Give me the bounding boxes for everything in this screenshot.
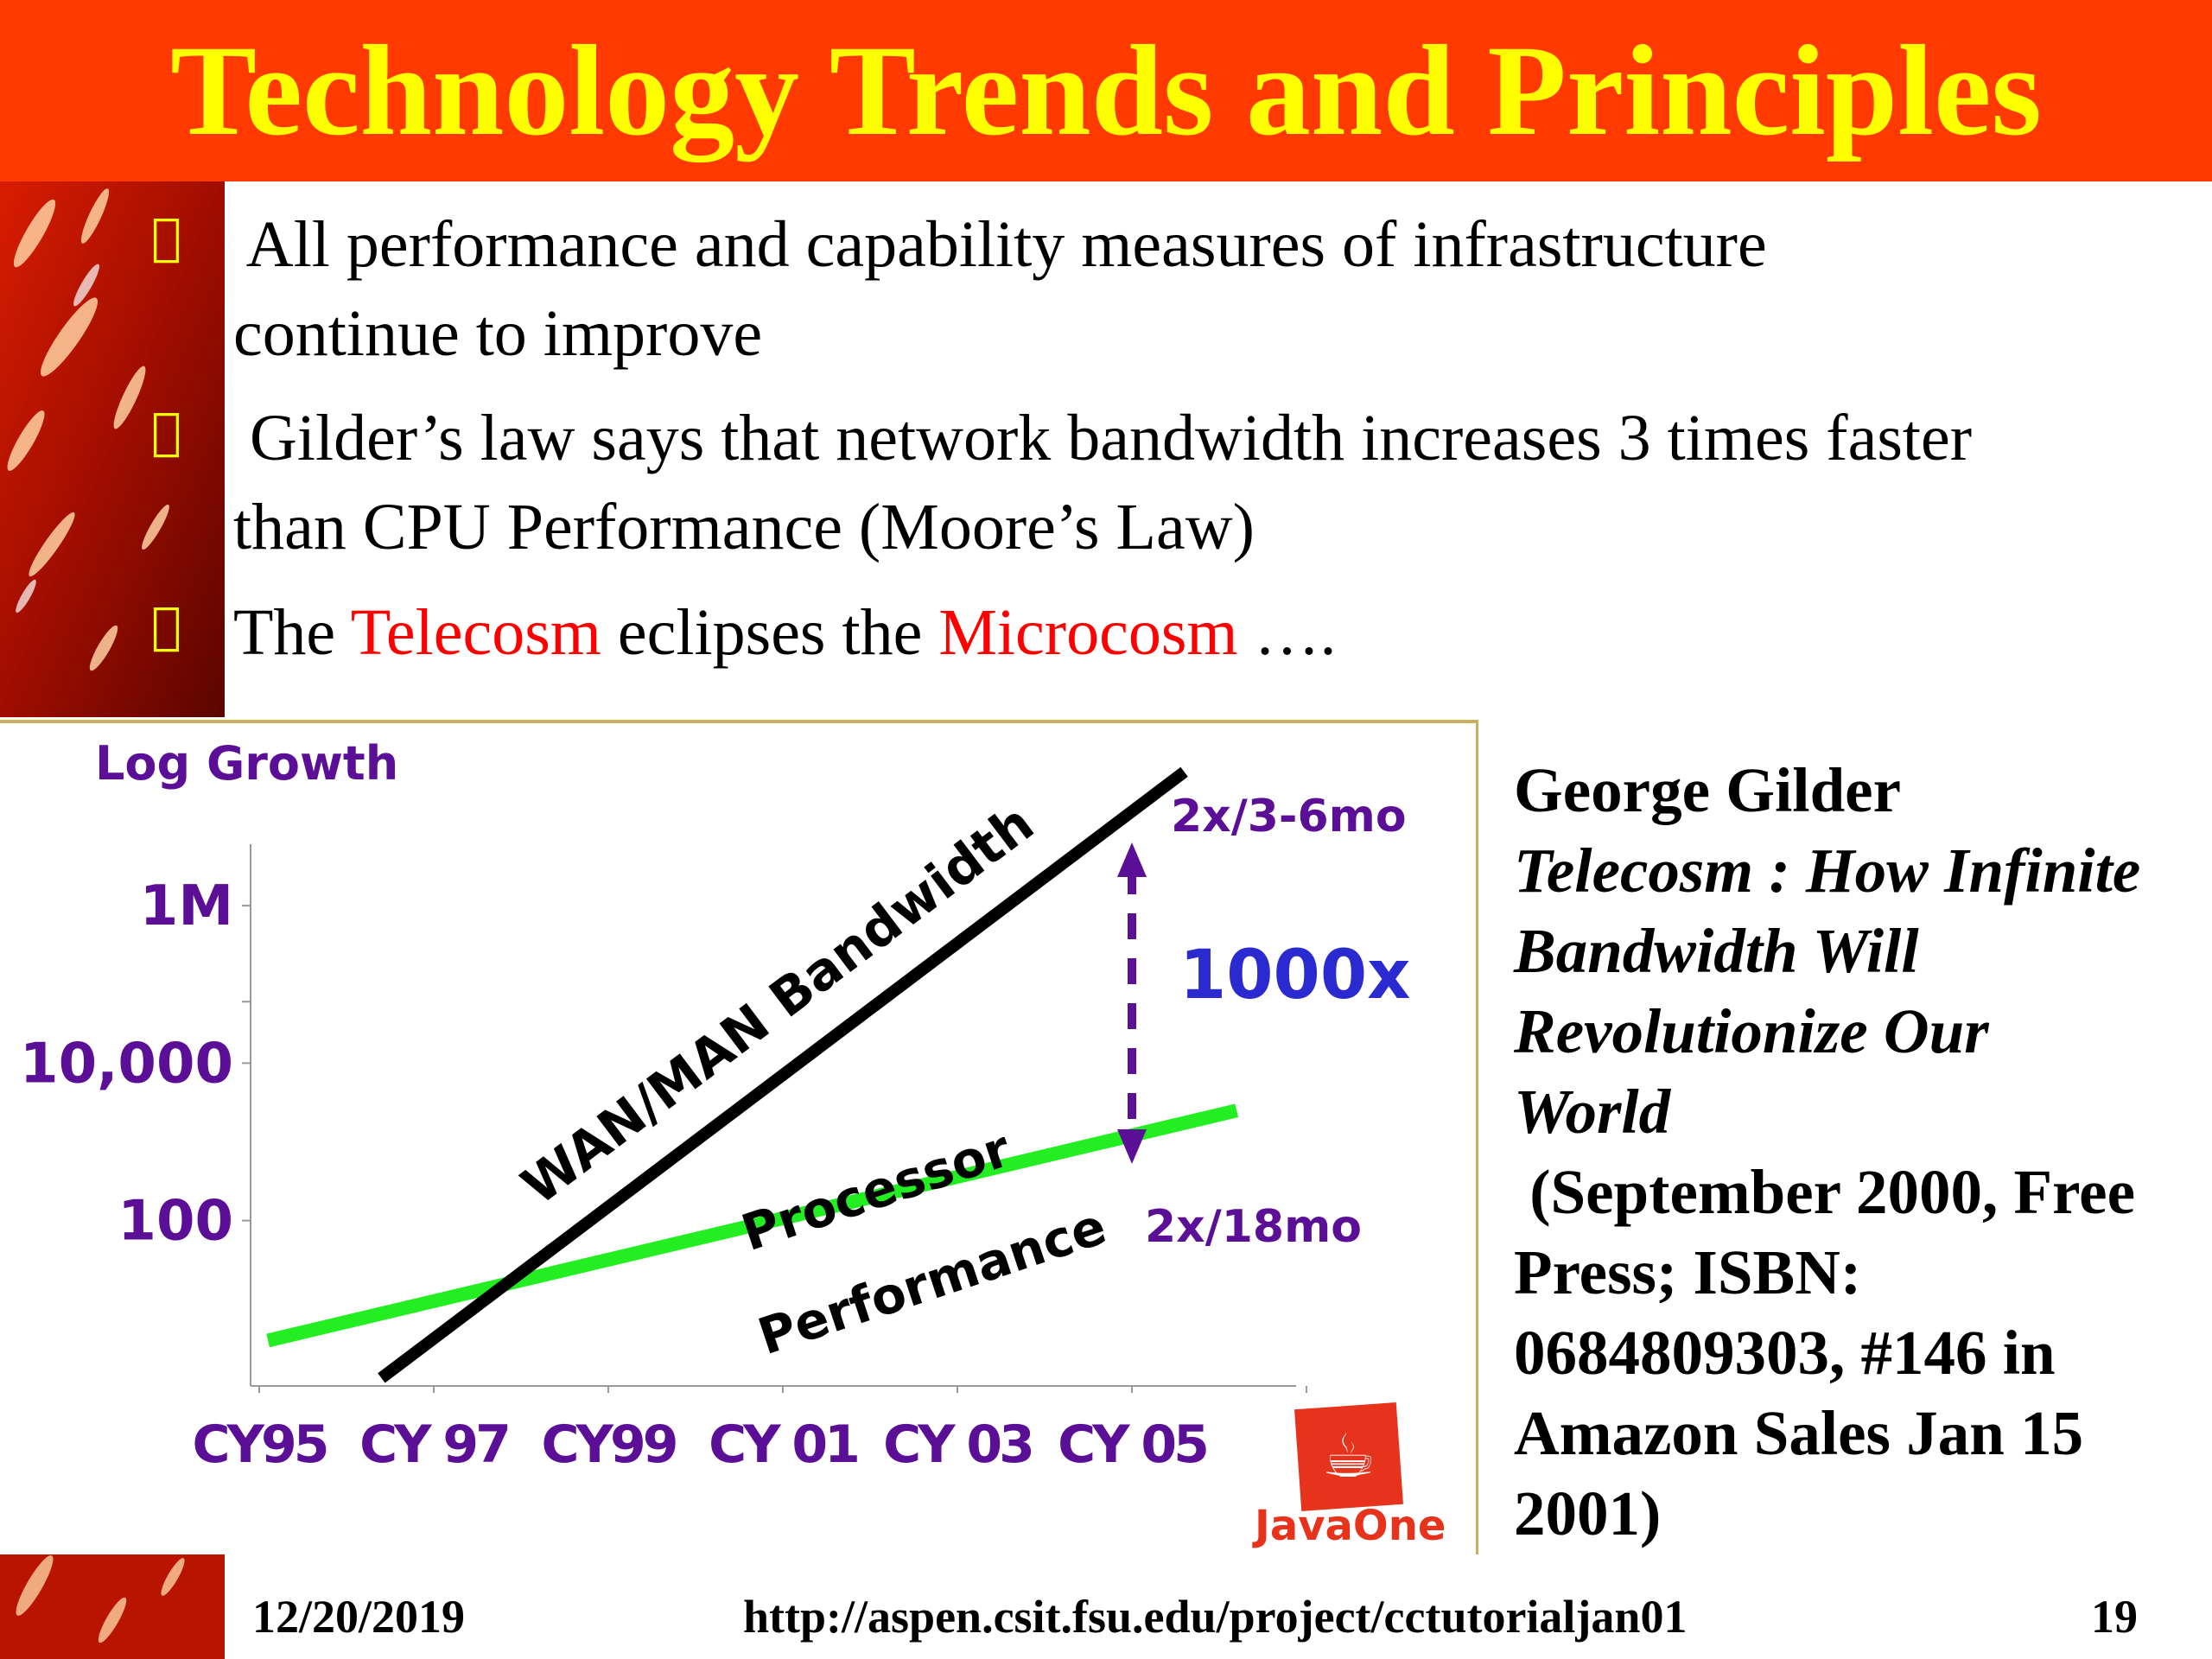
bullet-text: The Telecosm eclipses the Microcosm …. bbox=[233, 588, 2195, 677]
book-detail-line: 2001) bbox=[1514, 1478, 1662, 1548]
y-tick-label: 100 bbox=[118, 1190, 233, 1254]
gap-1000x-label: 1000x bbox=[1179, 937, 1410, 1014]
book-title-line: World bbox=[1514, 1077, 1671, 1147]
x-tick-label: CY95 bbox=[193, 1414, 327, 1475]
decorative-texture-top bbox=[0, 181, 225, 717]
book-detail-line: (September 2000, Free bbox=[1514, 1157, 2135, 1227]
bandwidth-rate-label: 2x/3-6mo bbox=[1171, 791, 1407, 842]
y-axis-label: Log Growth bbox=[95, 736, 398, 791]
bullet-line: than CPU Performance (Moore’s Law) bbox=[233, 491, 1255, 563]
bullet-marker:  bbox=[151, 596, 181, 655]
bullet-line: Gilder’s law says that network bandwidth… bbox=[233, 402, 1973, 474]
book-title-line: Bandwidth Will bbox=[1514, 916, 1919, 986]
microcosm-highlight: Microcosm bbox=[938, 596, 1238, 669]
y-tick-label: 1M bbox=[140, 874, 233, 938]
gap-arrow-head-up bbox=[1117, 842, 1147, 877]
growth-chart: Log Growth 1M 10,000 100 CY95 CY 97 CY99 CY 01 C… bbox=[0, 720, 1478, 1554]
book-title-line: Revolutionize Our bbox=[1514, 996, 1989, 1066]
book-citation: George Gilder Telecosm : How Infinite Ba… bbox=[1514, 750, 2196, 1554]
growth-chart-svg: Log Growth 1M 10,000 100 CY95 CY 97 CY99 CY 01 C… bbox=[20, 736, 1446, 1550]
javaone-logo-square bbox=[1294, 1402, 1403, 1511]
book-title-line: Telecosm : How Infinite bbox=[1514, 836, 2141, 906]
x-tick-label: CY 03 bbox=[883, 1414, 1032, 1475]
bullet-marker:  bbox=[151, 207, 181, 266]
processor-performance-line bbox=[266, 1103, 1239, 1348]
bullet-line: eclipses the bbox=[601, 596, 939, 669]
bullet-line: …. bbox=[1237, 596, 1337, 669]
x-tick-label: CY 97 bbox=[359, 1414, 508, 1475]
bullet-line: The bbox=[233, 596, 351, 669]
y-tick-label: 10,000 bbox=[20, 1032, 233, 1096]
gap-arrow-head-down bbox=[1117, 1129, 1147, 1164]
x-tick-label: CY 01 bbox=[709, 1414, 857, 1475]
title-bar bbox=[0, 0, 2212, 181]
book-detail-line: 0684809303, #146 in bbox=[1514, 1318, 2056, 1388]
slide-title: Technology Trends and Principles bbox=[170, 19, 2042, 162]
x-tick-label: CY 05 bbox=[1058, 1414, 1206, 1475]
footer-date: 12/20/2019 bbox=[252, 1591, 466, 1643]
bullet-line: All performance and capability measures … bbox=[233, 208, 1767, 281]
bullet-text: All performance and capability measures … bbox=[233, 200, 2195, 378]
javaone-logo-text: JavaOne bbox=[1252, 1502, 1446, 1550]
bullet-line: continue to improve bbox=[233, 297, 763, 370]
footer-page-number: 19 bbox=[2091, 1591, 2138, 1643]
x-tick-label: CY99 bbox=[542, 1414, 676, 1475]
book-detail-line: Press; ISBN: bbox=[1514, 1237, 1862, 1307]
footer-url: http://aspen.csit.fsu.edu/project/cctuto… bbox=[743, 1591, 1688, 1643]
decorative-texture-bottom bbox=[0, 1551, 225, 1659]
book-detail-line: Amazon Sales Jan 15 bbox=[1514, 1398, 2084, 1468]
book-author: George Gilder bbox=[1514, 755, 1901, 825]
telecosm-highlight: Telecosm bbox=[350, 596, 601, 669]
processor-rate-label: 2x/18mo bbox=[1145, 1201, 1362, 1253]
bullet-marker:  bbox=[151, 402, 181, 461]
coffee-cup-icon: ☕ bbox=[1322, 1421, 1376, 1491]
bullet-text: Gilder’s law says that network bandwidth… bbox=[233, 394, 2195, 572]
javaone-logo: ☕ JavaOne bbox=[1252, 1402, 1446, 1550]
wan-man-bandwidth-line bbox=[378, 766, 1188, 1383]
